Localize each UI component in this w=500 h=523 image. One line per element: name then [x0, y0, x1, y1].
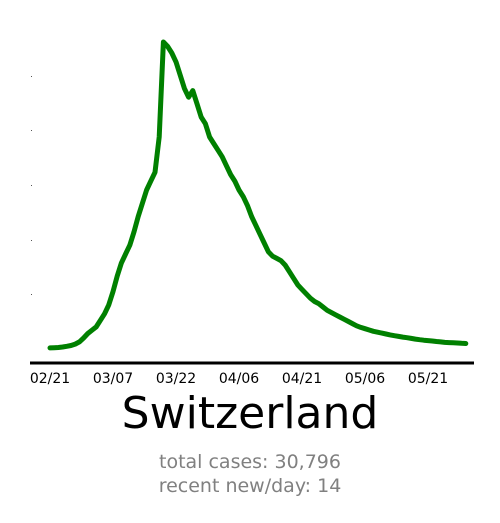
- y-tick-mark-0: [31, 76, 32, 77]
- chart-area: 02/21 03/07 03/22 04/06 04/21 05/06 05/21: [30, 39, 474, 387]
- y-tick-mark-2: [31, 185, 32, 186]
- x-tick-label-6: 05/21: [408, 371, 448, 387]
- y-tick-mark-4: [31, 294, 32, 295]
- x-tick-label-5: 05/06: [345, 371, 385, 387]
- total-cases-stat: total cases: 30,796: [159, 451, 341, 473]
- country-title: Switzerland: [121, 388, 379, 439]
- x-tick-labels: 02/21 03/07 03/22 04/06 04/21 05/06 05/21: [30, 371, 448, 387]
- x-tick-label-1: 03/07: [93, 371, 133, 387]
- y-tick-mark-1: [31, 130, 32, 131]
- x-tick-label-0: 02/21: [30, 371, 70, 387]
- x-tick-label-3: 04/06: [219, 371, 259, 387]
- series-line-new-cases: [47, 39, 469, 351]
- recent-new-per-day-stat: recent new/day: 14: [158, 475, 342, 497]
- x-tick-label-4: 04/21: [282, 371, 322, 387]
- y-tick-mark-3: [31, 240, 32, 241]
- x-tick-label-2: 03/22: [156, 371, 196, 387]
- y-tick-marks: [31, 76, 32, 295]
